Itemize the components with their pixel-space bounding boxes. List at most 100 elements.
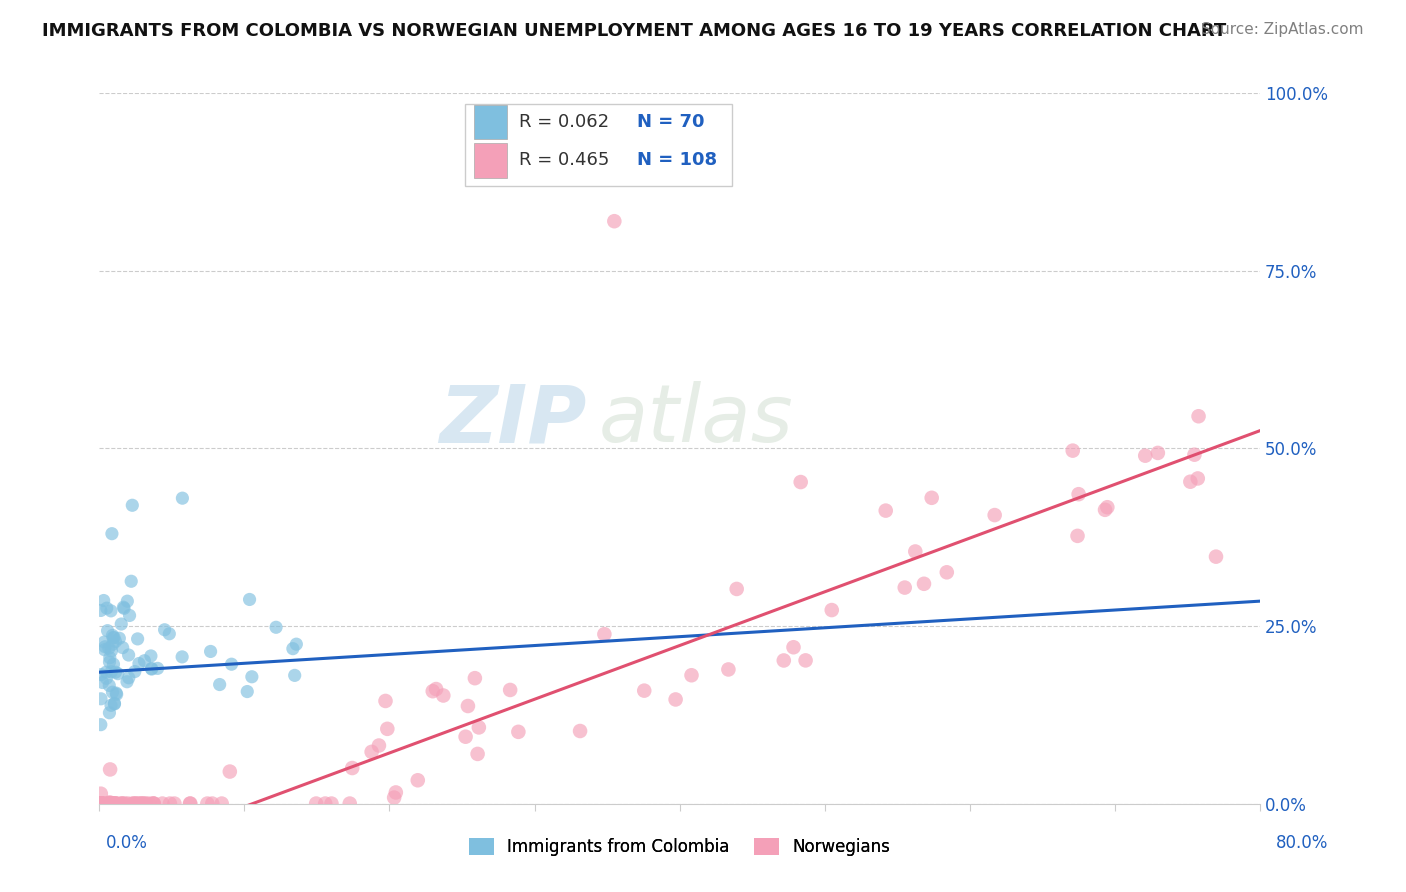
Point — [240, 670, 263, 684]
Point — [115, 674, 138, 689]
Text: R = 0.465: R = 0.465 — [519, 152, 610, 169]
Point — [118, 671, 141, 685]
Point — [454, 730, 477, 744]
Point — [90, 797, 112, 811]
Point — [121, 498, 143, 512]
Point — [134, 797, 156, 811]
Point — [110, 617, 132, 632]
Point — [105, 797, 128, 811]
Point — [772, 653, 794, 667]
Point — [238, 592, 260, 607]
Point — [665, 692, 688, 706]
Point — [122, 797, 145, 811]
Point — [131, 797, 153, 811]
Point — [1184, 448, 1206, 462]
Text: ZIP: ZIP — [440, 381, 586, 459]
Point — [221, 657, 243, 672]
Point — [368, 739, 391, 753]
Point — [138, 797, 160, 811]
Text: 80.0%: 80.0% — [1277, 834, 1329, 852]
Point — [342, 761, 364, 775]
Point — [98, 797, 121, 811]
Point — [93, 635, 115, 649]
Point — [374, 694, 396, 708]
Point — [1187, 471, 1209, 485]
Point — [90, 797, 112, 811]
Point — [499, 682, 522, 697]
Point — [1097, 500, 1119, 515]
Point — [101, 631, 124, 645]
Point — [98, 797, 121, 811]
Point — [468, 720, 491, 734]
Point — [98, 797, 121, 811]
Point — [112, 601, 135, 615]
Point — [98, 650, 121, 665]
Point — [893, 581, 915, 595]
Point — [101, 685, 124, 699]
Point — [98, 797, 121, 811]
Point — [875, 503, 897, 517]
Point — [1094, 503, 1116, 517]
Point — [93, 642, 115, 657]
Point — [603, 214, 626, 228]
Point — [90, 797, 112, 811]
Point — [339, 797, 361, 811]
Point — [129, 797, 152, 811]
Point — [1062, 443, 1084, 458]
Text: atlas: atlas — [599, 381, 793, 459]
Point — [101, 628, 124, 642]
Point — [98, 763, 121, 777]
Point — [91, 675, 114, 690]
Point — [284, 668, 307, 682]
Point — [100, 604, 122, 618]
Point — [90, 797, 112, 811]
Point — [264, 620, 287, 634]
Point — [93, 797, 115, 811]
Point — [118, 608, 141, 623]
Text: 0.0%: 0.0% — [105, 834, 148, 852]
Point — [97, 797, 120, 811]
Text: R = 0.062: R = 0.062 — [519, 113, 610, 131]
Point — [131, 797, 153, 811]
Point — [104, 797, 127, 811]
Point — [1205, 549, 1227, 564]
Point — [1187, 409, 1209, 424]
Point — [104, 665, 127, 680]
Point — [91, 797, 114, 811]
Point — [103, 657, 125, 672]
Point — [464, 671, 486, 685]
Point — [153, 623, 176, 637]
Point — [717, 663, 740, 677]
Point — [422, 684, 444, 698]
Point — [172, 491, 194, 505]
Point — [305, 797, 328, 811]
Point — [236, 684, 259, 698]
Point — [425, 681, 447, 696]
Point — [1180, 475, 1202, 489]
Point — [789, 475, 811, 489]
Point — [360, 745, 382, 759]
Point — [90, 717, 112, 731]
Point — [569, 724, 592, 739]
Point — [152, 797, 174, 811]
FancyBboxPatch shape — [465, 104, 733, 186]
Point — [120, 574, 142, 589]
Point — [111, 640, 134, 655]
Point — [110, 797, 132, 811]
Point — [98, 796, 121, 810]
Point — [904, 544, 927, 558]
Text: IMMIGRANTS FROM COLOMBIA VS NORWEGIAN UNEMPLOYMENT AMONG AGES 16 TO 19 YEARS COR: IMMIGRANTS FROM COLOMBIA VS NORWEGIAN UN… — [42, 22, 1226, 40]
Point — [117, 594, 139, 608]
Point — [921, 491, 943, 505]
Text: N = 108: N = 108 — [637, 152, 717, 169]
Point — [90, 787, 112, 801]
Point — [211, 797, 233, 811]
Point — [100, 644, 122, 658]
Point — [208, 677, 231, 691]
Point — [218, 764, 240, 779]
Point — [117, 648, 139, 662]
Legend: Immigrants from Colombia, Norwegians: Immigrants from Colombia, Norwegians — [463, 831, 897, 863]
Point — [128, 657, 150, 671]
Point — [134, 654, 156, 668]
Point — [104, 797, 127, 811]
